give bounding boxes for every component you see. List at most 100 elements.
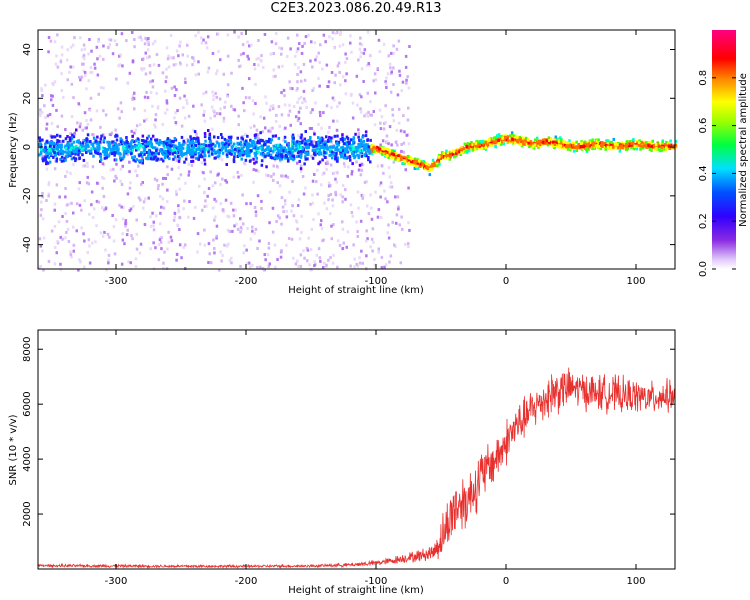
spectrogram-cell (88, 38, 91, 41)
spectrogram-cell (632, 140, 635, 144)
spectrogram-cell (279, 255, 283, 259)
spectrogram-cell (270, 40, 274, 44)
spectrogram-cell (325, 151, 328, 155)
spectrogram-cell (387, 223, 390, 227)
spectrogram-cell (120, 110, 123, 114)
spectrogram-cell (83, 57, 86, 61)
spectrogram-cell (159, 240, 163, 244)
spectrogram-cell (254, 82, 257, 86)
spectrogram-cell (357, 132, 360, 136)
spectrogram-cell (197, 72, 200, 76)
snr-y-label: SNR (10 * v/v) (8, 414, 19, 485)
spectrogram-cell (116, 107, 120, 111)
spectrogram-cell (405, 133, 408, 137)
spectrogram-cell (335, 170, 338, 174)
spectrogram-cell (187, 145, 190, 149)
spectrogram-cell (341, 195, 344, 199)
spectrogram-cell (101, 133, 105, 137)
spectrogram-cell (370, 149, 374, 153)
spectrogram-cell (171, 143, 175, 147)
colorbar: 0.00.20.40.60.8 Normalized spectral ampl… (698, 30, 749, 277)
spectrogram-cell (208, 134, 211, 138)
spectrogram-cell (132, 97, 136, 101)
spectrogram-cell (404, 168, 407, 172)
spectrogram-cell (131, 94, 135, 97)
spectrogram-cell (41, 148, 44, 152)
spectrogram-cell (62, 159, 65, 163)
spectrogram-cell (187, 162, 190, 166)
spectrogram-cell (372, 240, 375, 244)
spectrogram-cell (600, 144, 603, 147)
spectrogram-cell (50, 229, 54, 233)
y-tick-label: 0 (22, 144, 33, 150)
spectrogram-cell (192, 104, 195, 108)
spectrogram-cell (173, 137, 177, 140)
spectrogram-cell (80, 226, 83, 230)
spectrogram-cell (263, 152, 266, 156)
spectrogram-cell (653, 145, 656, 149)
spectrogram-cell (119, 167, 123, 171)
spectrogram-cell (317, 122, 320, 126)
spectrogram-cell (168, 138, 172, 142)
spectrogram-cell (149, 157, 152, 161)
spectrogram-cell (280, 144, 283, 148)
spectrogram-cell (192, 128, 195, 132)
spectrogram-cell (348, 155, 352, 159)
spectrogram-cell (226, 228, 230, 232)
spectrogram-cell (233, 224, 236, 228)
spectrogram-cell (292, 214, 296, 218)
spectrogram-cell (77, 149, 81, 153)
spectrogram-cell (413, 165, 417, 169)
spectrogram-cell (192, 136, 196, 140)
spectrogram-cell (366, 114, 370, 118)
spectrogram-cell (291, 138, 294, 142)
spectrogram-cell (628, 140, 632, 144)
spectrogram-cell (99, 159, 102, 163)
spectrogram-cell (650, 141, 653, 145)
spectrogram-cell (407, 142, 411, 146)
spectrogram-cell (285, 154, 288, 158)
spectrogram-cell (226, 94, 229, 98)
spectrogram-cell (190, 144, 193, 148)
spectrogram-cell (397, 107, 401, 111)
spectrogram-cell (118, 203, 121, 207)
spectrogram-cell (357, 154, 361, 158)
spectrogram-cell (218, 148, 221, 152)
spectrogram-cell (311, 179, 315, 183)
spectrogram-cell (282, 127, 286, 131)
spectrogram-cell (613, 146, 617, 150)
spectrogram-cell (387, 141, 390, 145)
spectrogram-cell (349, 264, 352, 268)
spectrogram-cell (203, 143, 206, 147)
spectrogram-cell (337, 61, 341, 65)
spectrogram-cell (392, 83, 395, 86)
spectrogram-cell (332, 119, 335, 123)
spectrogram-cell (656, 147, 659, 151)
spectrogram-cell (302, 150, 306, 154)
spectrogram-cell (342, 162, 346, 166)
spectrogram-cell (292, 136, 295, 140)
spectrogram-cell (146, 144, 149, 148)
spectrogram-cell (41, 159, 45, 163)
spectrogram-cell (190, 152, 193, 156)
spectrogram-cell (125, 139, 128, 143)
spectrogram-cell (613, 142, 617, 146)
spectrogram-cell (325, 147, 329, 151)
spectrogram-cell (201, 155, 204, 159)
spectrogram-cell (332, 253, 335, 257)
spectrogram-cell (276, 147, 279, 151)
spectrogram-cell (102, 195, 106, 198)
spectrogram-cell (240, 136, 243, 140)
spectrogram-cell (345, 72, 348, 76)
spectrogram-cell (191, 56, 194, 60)
spectrogram-cell (63, 150, 67, 154)
spectrogram-cell (326, 162, 330, 166)
spectrogram-cell (184, 81, 187, 84)
spectrogram-cell (236, 227, 240, 231)
spectrogram-cell (99, 158, 103, 162)
snr-background (38, 330, 675, 569)
spectrogram-cell (557, 138, 561, 142)
spectrogram-cell (181, 53, 184, 57)
spectrogram-cell (328, 126, 331, 129)
spectrogram-cell (253, 151, 256, 155)
